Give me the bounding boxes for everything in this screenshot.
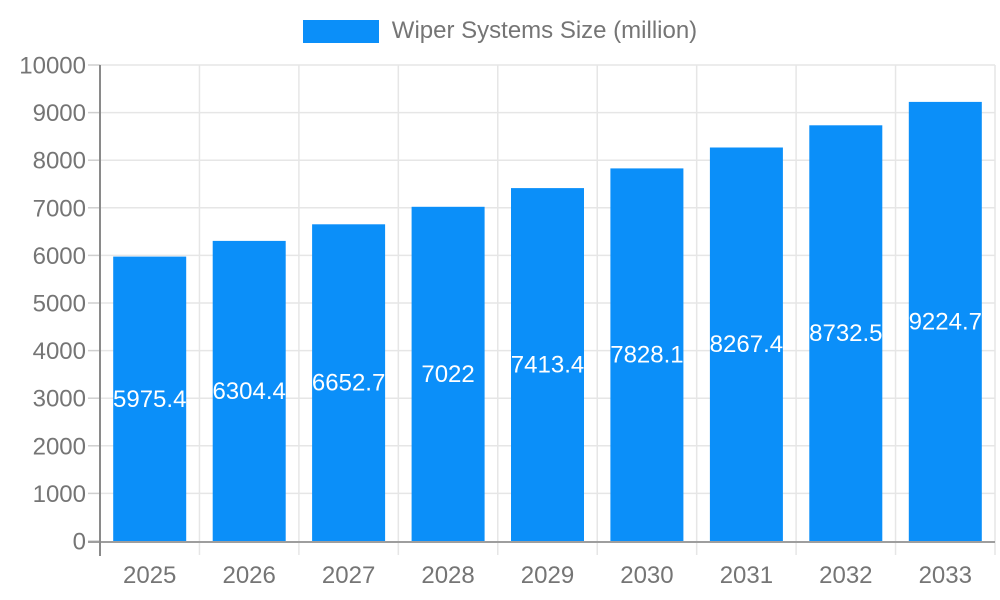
bar-value-label: 8267.4 — [710, 331, 783, 358]
bar-2031[interactable] — [709, 147, 783, 542]
bar-2032[interactable] — [809, 125, 883, 542]
y-tick-label: 4000 — [33, 338, 86, 365]
y-tick-label: 10000 — [19, 53, 86, 80]
x-tick-label: 2029 — [521, 562, 574, 589]
x-tick-label: 2032 — [819, 562, 872, 589]
x-tick-label: 2028 — [421, 562, 474, 589]
bar-value-label: 7413.4 — [511, 352, 584, 379]
y-tick-label: 0 — [73, 529, 86, 556]
bar-value-label: 7828.1 — [610, 342, 683, 369]
y-tick-label: 6000 — [33, 243, 86, 270]
legend-item-wiper-systems[interactable]: Wiper Systems Size (million) — [302, 17, 698, 45]
bar-value-label: 7022 — [421, 361, 474, 388]
bar-value-label: 9224.7 — [909, 309, 982, 336]
bar-value-label: 8732.5 — [809, 320, 882, 347]
legend: Wiper Systems Size (million) — [0, 17, 1000, 45]
y-tick-label: 1000 — [33, 481, 86, 508]
bar-2033[interactable] — [908, 101, 982, 542]
bar-2026[interactable] — [212, 240, 286, 541]
bar-2025[interactable] — [113, 256, 187, 541]
x-tick-label: 2026 — [222, 562, 275, 589]
bar-2027[interactable] — [312, 224, 386, 542]
y-tick-label: 2000 — [33, 433, 86, 460]
x-tick-label: 2030 — [620, 562, 673, 589]
x-tick-label: 2033 — [919, 562, 972, 589]
y-tick-label: 8000 — [33, 148, 86, 175]
bar-value-label: 6304.4 — [212, 378, 285, 405]
x-tick-label: 2031 — [720, 562, 773, 589]
y-tick-label: 9000 — [33, 100, 86, 127]
x-tick-label: 2025 — [123, 562, 176, 589]
bar-2030[interactable] — [610, 168, 684, 541]
y-tick-label: 5000 — [33, 291, 86, 318]
legend-swatch — [302, 19, 379, 43]
bar-2029[interactable] — [511, 188, 584, 541]
bar-value-label: 6652.7 — [312, 370, 385, 397]
bar-value-label: 5975.4 — [113, 386, 186, 413]
y-tick-label: 7000 — [33, 195, 86, 222]
x-tick-label: 2027 — [322, 562, 375, 589]
legend-label: Wiper Systems Size (million) — [391, 17, 698, 44]
y-tick-label: 3000 — [33, 386, 86, 413]
bar-2028[interactable] — [411, 206, 485, 542]
